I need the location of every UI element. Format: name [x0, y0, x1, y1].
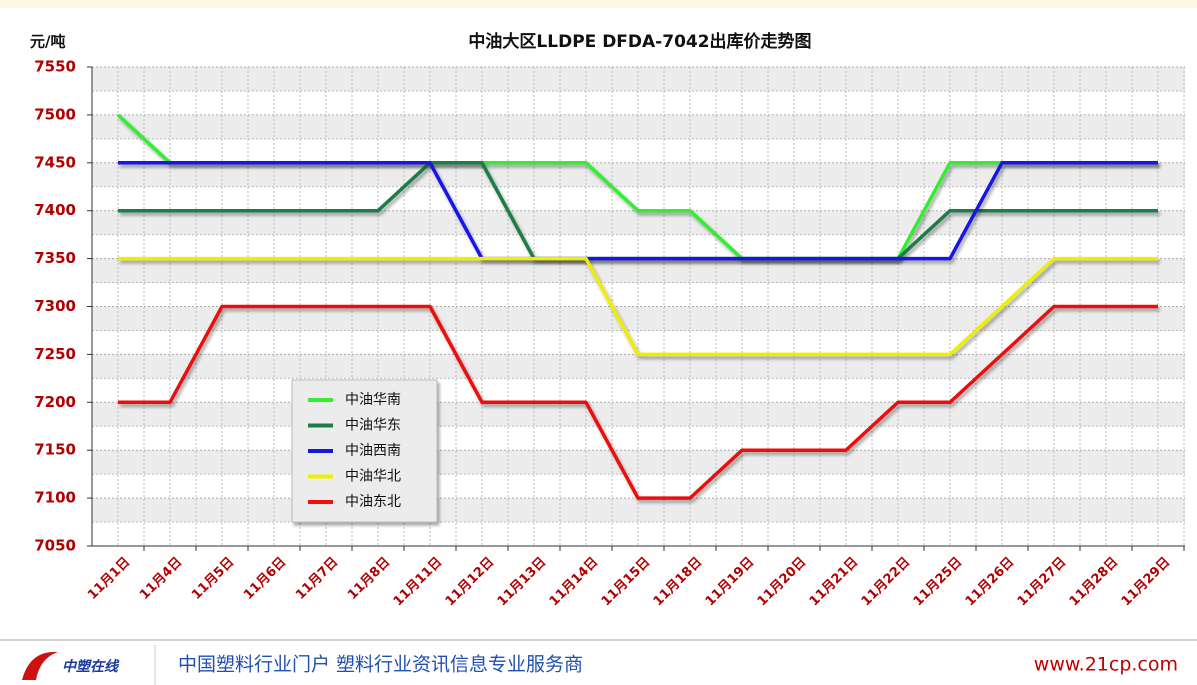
footer-slogan: 中国塑料行业门户 塑料行业资讯信息专业服务商 — [178, 654, 583, 676]
y-tick-label: 7100 — [34, 489, 76, 507]
x-tick-label: 11月13日 — [495, 555, 550, 610]
band — [92, 450, 1185, 475]
legend-label: 中油华南 — [345, 392, 401, 408]
x-tick-label: 11月7日 — [293, 555, 341, 603]
y-tick-label: 7400 — [34, 201, 76, 219]
band — [92, 306, 1185, 331]
x-tick-label: 11月15日 — [599, 555, 654, 610]
band — [92, 498, 1185, 523]
x-tick-label: 11月21日 — [807, 555, 862, 610]
y-tick-label: 7250 — [34, 345, 76, 363]
series-line — [118, 304, 1158, 500]
legend-label: 中油西南 — [345, 443, 401, 459]
y-tick-label: 7300 — [34, 297, 76, 315]
x-tick-label: 11月19日 — [703, 555, 758, 610]
x-tick-label: 11月14日 — [547, 555, 602, 610]
x-tick-label: 11月4日 — [137, 555, 185, 603]
lines — [116, 113, 1158, 500]
y-tick-label: 7050 — [34, 537, 76, 555]
y-tick-label: 7150 — [34, 441, 76, 459]
y-tick-label: 7350 — [34, 249, 76, 267]
top-strip — [0, 0, 1197, 8]
x-tick-label: 11月18日 — [651, 555, 706, 610]
logo-text: 中塑在线 — [62, 658, 120, 675]
x-tick-label: 11月5日 — [189, 555, 237, 603]
band — [92, 114, 1185, 139]
y-tick-label: 7200 — [34, 393, 76, 411]
x-tick-label: 11月11日 — [391, 555, 446, 610]
x-tick-label: 11月29日 — [1119, 555, 1174, 610]
footer-url: www.21cp.com — [1034, 654, 1178, 676]
chart-title: 中油大区LLDPE DFDA-7042出库价走势图 — [468, 31, 811, 52]
x-tick-label: 11月12日 — [443, 555, 498, 610]
band — [92, 210, 1185, 235]
y-tick-label: 7500 — [34, 105, 76, 123]
x-tick-label: 11月25日 — [911, 555, 966, 610]
band — [92, 67, 1185, 91]
band — [92, 258, 1185, 283]
series-line — [118, 161, 1158, 261]
band — [92, 402, 1185, 427]
y-tick-label: 7550 — [34, 58, 76, 76]
y-axis-label: 元/吨 — [30, 33, 65, 51]
band — [92, 354, 1185, 379]
series-line — [118, 256, 1158, 357]
y-tick-label: 7450 — [34, 153, 76, 171]
legend-label: 中油华东 — [345, 418, 401, 434]
legend-label: 中油东北 — [345, 494, 401, 510]
x-tick-label: 11月26日 — [963, 555, 1018, 610]
x-tick-label: 11月28日 — [1067, 555, 1122, 610]
x-tick-label: 11月22日 — [859, 555, 914, 610]
legend-label: 中油华北 — [345, 469, 401, 485]
x-tick-label: 11月1日 — [85, 555, 133, 603]
x-tick-label: 11月8日 — [345, 555, 393, 603]
band — [92, 162, 1185, 187]
x-tick-label: 11月20日 — [755, 555, 810, 610]
x-tick-label: 11月6日 — [241, 555, 289, 603]
x-tick-label: 11月27日 — [1015, 555, 1070, 610]
logo-mark — [22, 651, 58, 680]
